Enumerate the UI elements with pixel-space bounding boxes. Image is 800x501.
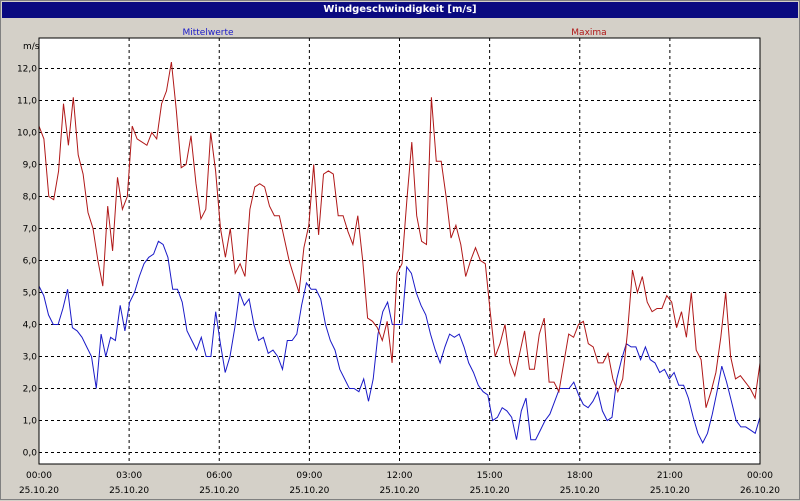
x-tick-date: 25.10.20	[109, 486, 149, 496]
x-tick-date: 25.10.20	[289, 486, 329, 496]
x-tick-date: 25.10.20	[199, 486, 239, 496]
y-tick-label: 2,0	[23, 385, 38, 395]
series-line-mittelwerte	[38, 240, 761, 445]
x-tick-time: 12:00	[387, 471, 413, 481]
x-tick-time: 21:00	[657, 471, 683, 481]
x-tick-date: 25.10.20	[379, 486, 419, 496]
x-tick-time: 18:00	[567, 471, 593, 481]
y-tick-label: 11,0	[17, 97, 37, 107]
grid	[39, 38, 760, 464]
x-tick-time: 03:00	[116, 471, 142, 481]
x-tick-time: 06:00	[206, 471, 232, 481]
x-axis-ticks: 00:00 25.10.20 03:00 25.10.20 06:00 25.10.20 0…	[19, 471, 780, 496]
window-title: Windgeschwindigkeit [m/s]	[2, 2, 798, 18]
y-axis-ticks: 0,0 1,0 2,0 3,0 4,0 5,0 6,0 7,0 8,0 9,0 10,0 11,0 12…	[17, 65, 37, 459]
y-tick-label: 1,0	[23, 417, 38, 427]
x-tick-date: 26.10.20	[740, 486, 780, 496]
y-tick-label: 4,0	[23, 321, 38, 331]
x-tick-date: 25.10.20	[560, 486, 600, 496]
x-tick-date: 25.10.20	[470, 486, 510, 496]
y-tick-label: 6,0	[23, 257, 38, 267]
y-tick-label: 0,0	[23, 449, 38, 459]
legend-mittelwerte: Mittelwerte	[182, 28, 233, 38]
y-tick-label: 7,0	[23, 225, 38, 235]
y-axis-label: m/s	[23, 42, 40, 52]
y-tick-label: 5,0	[23, 289, 38, 299]
series-line-maxima	[38, 62, 761, 408]
legend-maxima: Maxima	[571, 28, 606, 38]
y-tick-label: 9,0	[23, 161, 38, 171]
x-tick-time: 15:00	[477, 471, 503, 481]
x-tick-time: 09:00	[296, 471, 322, 481]
y-tick-label: 12,0	[17, 65, 37, 75]
y-tick-label: 3,0	[23, 353, 38, 363]
y-tick-label: 10,0	[17, 129, 37, 139]
x-tick-time: 00:00	[747, 471, 773, 481]
y-tick-label: 8,0	[23, 193, 38, 203]
x-tick-time: 00:00	[26, 471, 52, 481]
series-lines	[38, 62, 761, 445]
x-tick-date: 25.10.20	[19, 486, 59, 496]
plot-border	[38, 37, 761, 465]
x-tick-date: 25.10.20	[650, 486, 690, 496]
